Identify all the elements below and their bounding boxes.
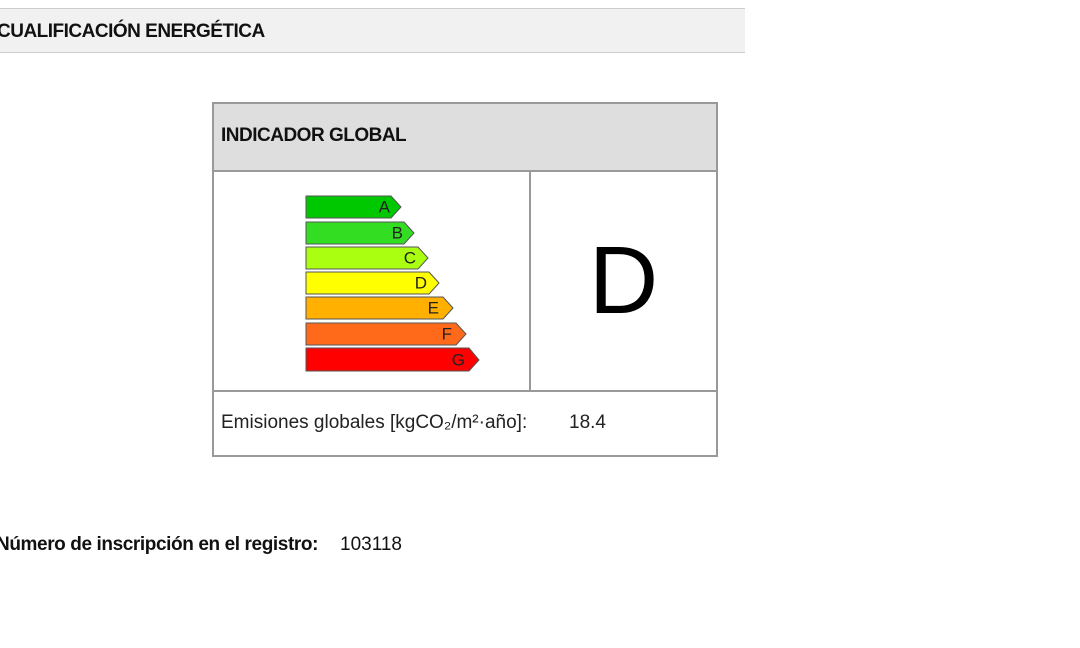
scale-letter: E: [428, 298, 439, 317]
indicator-table: INDICADOR GLOBAL A B C D E F G D Emision…: [212, 102, 718, 457]
registration-label: Número de inscripción en el registro:: [0, 534, 318, 555]
energy-scale: A B C D E F G: [305, 195, 480, 372]
scale-letter: B: [392, 223, 403, 242]
scale-arrow: [305, 347, 480, 372]
emissions-label: Emisiones globales [kgCO₂/m²·año]:: [221, 412, 528, 433]
rating: D: [588, 227, 659, 334]
scale-arrow: [305, 296, 454, 320]
indicator-header: INDICADOR GLOBAL: [214, 104, 716, 172]
emissions-row: Emisiones globales [kgCO₂/m²·año]: 18.4: [214, 390, 716, 457]
scale-letter: D: [415, 273, 427, 292]
scale-arrow: [305, 195, 402, 219]
indicator-title: INDICADOR GLOBAL: [221, 125, 407, 146]
scale-arrow: [305, 271, 440, 295]
emissions-value: 18.4: [569, 412, 606, 433]
section-bar: CUALIFICACIÓN ENERGÉTICA: [0, 8, 745, 53]
scale-arrow: [305, 246, 429, 270]
scale-arrow: [305, 221, 415, 245]
section-title: CUALIFICACIÓN ENERGÉTICA: [0, 21, 265, 42]
scale-arrow: [305, 322, 467, 346]
registration-value: 103118: [340, 534, 402, 555]
scale-letter: A: [379, 197, 391, 216]
scale-letter: G: [452, 350, 465, 369]
scale-cell: A B C D E F G: [214, 172, 531, 390]
scale-letter: C: [404, 248, 416, 267]
scale-letter: F: [442, 324, 452, 343]
